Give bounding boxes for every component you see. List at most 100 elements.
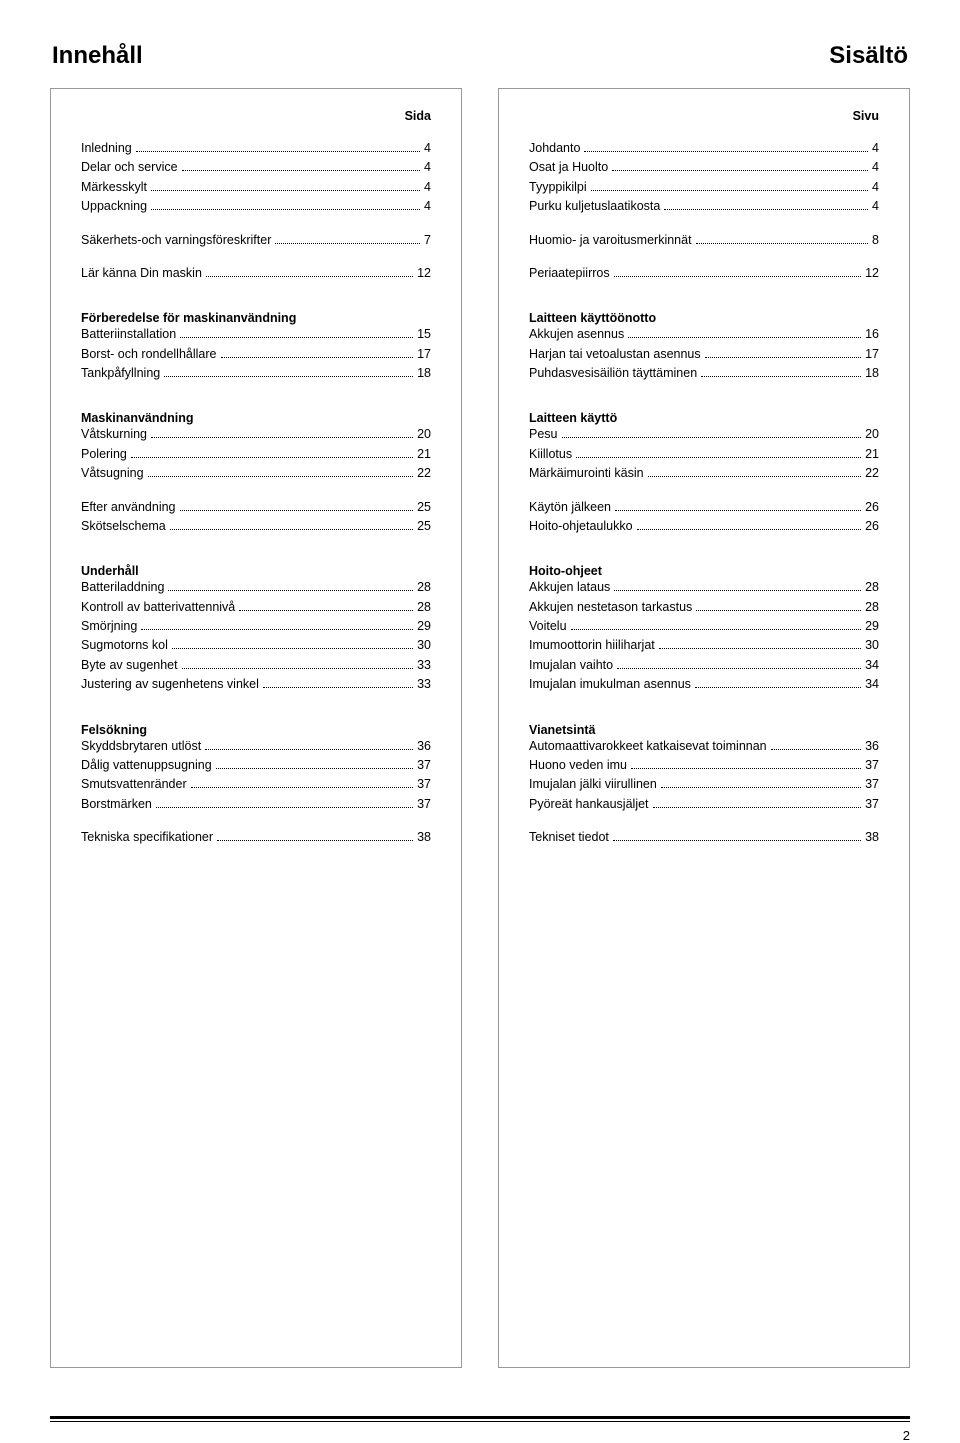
toc-entry-label: Akkujen nestetason tarkastus: [529, 598, 692, 617]
toc-leader-dots: [591, 190, 868, 191]
toc-entry-label: Pesu: [529, 425, 558, 444]
toc-gap: [529, 536, 879, 550]
toc-entry-page: 4: [424, 197, 431, 216]
toc-leader-dots: [631, 768, 861, 769]
toc-row: Dålig vattenuppsugning 37: [81, 756, 431, 775]
toc-row: Sugmotorns kol30: [81, 636, 431, 655]
toc-gap: [529, 217, 879, 231]
toc-row: Efter användning25: [81, 498, 431, 517]
toc-entry-page: 37: [417, 756, 431, 775]
toc-entry-page: 4: [872, 178, 879, 197]
toc-leader-dots: [239, 610, 413, 611]
toc-entry-label: Sugmotorns kol: [81, 636, 168, 655]
toc-leader-dots: [217, 840, 413, 841]
toc-leader-dots: [275, 243, 420, 244]
toc-entry-label: Batteriinstallation: [81, 325, 176, 344]
toc-entry-page: 37: [417, 775, 431, 794]
toc-entry-label: Skötselschema: [81, 517, 166, 536]
toc-row: Borstmärken37: [81, 795, 431, 814]
toc-entry-label: Akkujen asennus: [529, 325, 624, 344]
toc-entry-page: 26: [865, 517, 879, 536]
title-right: Sisältö: [829, 42, 908, 70]
toc-entry-label: Huono veden imu: [529, 756, 627, 775]
toc-entry-page: 28: [865, 578, 879, 597]
toc-leader-dots: [661, 787, 861, 788]
toc-leader-dots: [659, 648, 861, 649]
toc-leader-dots: [628, 337, 861, 338]
toc-entry-page: 33: [417, 656, 431, 675]
toc-entry-page: 4: [872, 197, 879, 216]
toc-entry-label: Uppackning: [81, 197, 147, 216]
title-left: Innehåll: [52, 42, 143, 70]
toc-row: Delar och service4: [81, 158, 431, 177]
toc-row: Voitelu29: [529, 617, 879, 636]
toc-section-header: Vianetsintä: [529, 723, 879, 737]
toc-row: Imumoottorin hiiliharjat30: [529, 636, 879, 655]
toc-gap: [81, 250, 431, 264]
toc-entry-label: Hoito-ohjetaulukko: [529, 517, 633, 536]
toc-leader-dots: [148, 476, 414, 477]
toc-entry-label: Puhdasvesisäiliön täyttäminen: [529, 364, 697, 383]
toc-section-header: Felsökning: [81, 723, 431, 737]
toc-row: Byte av sugenhet33: [81, 656, 431, 675]
toc-entry-label: Polering: [81, 445, 127, 464]
toc-entry-label: Tyyppikilpi: [529, 178, 587, 197]
toc-row: Automaattivarokkeet katkaisevat toiminna…: [529, 737, 879, 756]
toc-leader-dots: [562, 437, 862, 438]
toc-leader-dots: [168, 590, 413, 591]
toc-entry-page: 38: [417, 828, 431, 847]
toc-leader-dots: [216, 768, 413, 769]
toc-entry-label: Dålig vattenuppsugning: [81, 756, 212, 775]
toc-entry-label: Imujalan jälki viirullinen: [529, 775, 657, 794]
toc-row: Puhdasvesisäiliön täyttäminen18: [529, 364, 879, 383]
toc-row: Märkäimurointi käsin22: [529, 464, 879, 483]
toc-row: Imujalan jälki viirullinen 37: [529, 775, 879, 794]
toc-row: Justering av sugenhetens vinkel33: [81, 675, 431, 694]
toc-leader-dots: [182, 170, 420, 171]
left-page-label: Sida: [81, 109, 431, 123]
toc-row: Skötselschema25: [81, 517, 431, 536]
toc-entry-page: 18: [417, 364, 431, 383]
toc-entry-label: Inledning: [81, 139, 132, 158]
toc-row: Skyddsbrytaren utlöst36: [81, 737, 431, 756]
toc-leader-dots: [571, 629, 862, 630]
toc-leader-dots: [696, 610, 861, 611]
toc-entry-label: Huomio- ja varoitusmerkinnät: [529, 231, 692, 250]
toc-entry-label: Delar och service: [81, 158, 178, 177]
toc-entry-page: 17: [865, 345, 879, 364]
toc-entry-page: 37: [865, 756, 879, 775]
toc-entry-page: 37: [865, 795, 879, 814]
toc-entry-page: 8: [872, 231, 879, 250]
toc-entry-label: Akkujen lataus: [529, 578, 610, 597]
toc-section-header: Förberedelse för maskinanvändning: [81, 311, 431, 325]
toc-entry-label: Borstmärken: [81, 795, 152, 814]
columns-container: Sida Inledning4Delar och service4Märkess…: [50, 88, 910, 1368]
toc-entry-label: Märkesskylt: [81, 178, 147, 197]
toc-entry-page: 37: [865, 775, 879, 794]
toc-entry-label: Kontroll av batterivattennivå: [81, 598, 235, 617]
toc-entry-page: 34: [865, 675, 879, 694]
toc-row: Pyöreät hankausjäljet37: [529, 795, 879, 814]
toc-row: Purku kuljetuslaatikosta4: [529, 197, 879, 216]
toc-leader-dots: [151, 190, 420, 191]
toc-entry-page: 28: [417, 598, 431, 617]
toc-entry-page: 22: [865, 464, 879, 483]
toc-gap: [81, 814, 431, 828]
toc-row: Periaatepiirros12: [529, 264, 879, 283]
toc-leader-dots: [182, 668, 413, 669]
toc-row: Huono veden imu 37: [529, 756, 879, 775]
toc-row: Huomio- ja varoitusmerkinnät 8: [529, 231, 879, 250]
toc-leader-dots: [696, 243, 868, 244]
toc-entry-label: Kiillotus: [529, 445, 572, 464]
toc-entry-label: Automaattivarokkeet katkaisevat toiminna…: [529, 737, 767, 756]
toc-entry-page: 15: [417, 325, 431, 344]
toc-row: Tekniska specifikationer38: [81, 828, 431, 847]
toc-leader-dots: [617, 668, 861, 669]
toc-entry-label: Tekniset tiedot: [529, 828, 609, 847]
toc-gap: [81, 217, 431, 231]
toc-row: Batteriladdning28: [81, 578, 431, 597]
toc-leader-dots: [180, 510, 414, 511]
toc-leader-dots: [164, 376, 413, 377]
toc-gap: [529, 484, 879, 498]
toc-entry-page: 4: [424, 178, 431, 197]
